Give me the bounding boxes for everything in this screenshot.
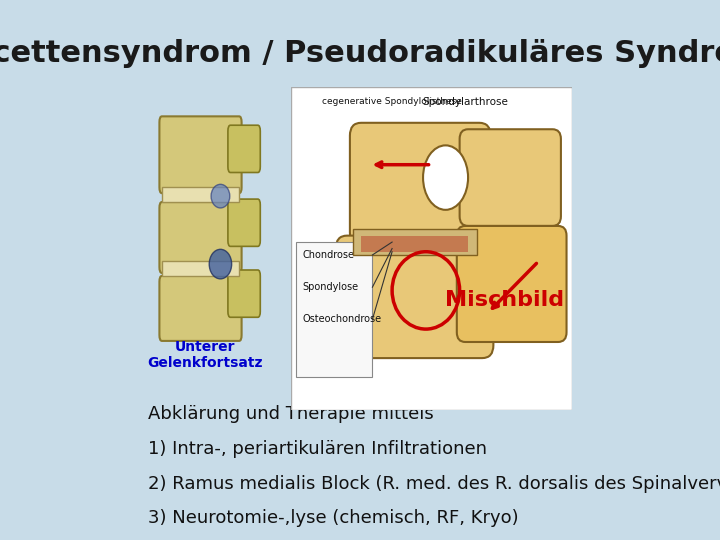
Text: 1) Intra-, periartikulären Infiltrationen: 1) Intra-, periartikulären Infiltratione… (148, 440, 487, 458)
Text: Abklärung und Therapie mittels: Abklärung und Therapie mittels (148, 405, 433, 423)
Text: 2) Ramus medialis Block (R. med. des R. dorsalis des Spinalverven): 2) Ramus medialis Block (R. med. des R. … (148, 475, 720, 493)
Text: 3) Neurotomie-,lyse (chemisch, RF, Kryo): 3) Neurotomie-,lyse (chemisch, RF, Kryo) (148, 509, 518, 527)
Text: Facettensyndrom / Pseudoradikuläres Syndrom: Facettensyndrom / Pseudoradikuläres Synd… (0, 39, 720, 68)
